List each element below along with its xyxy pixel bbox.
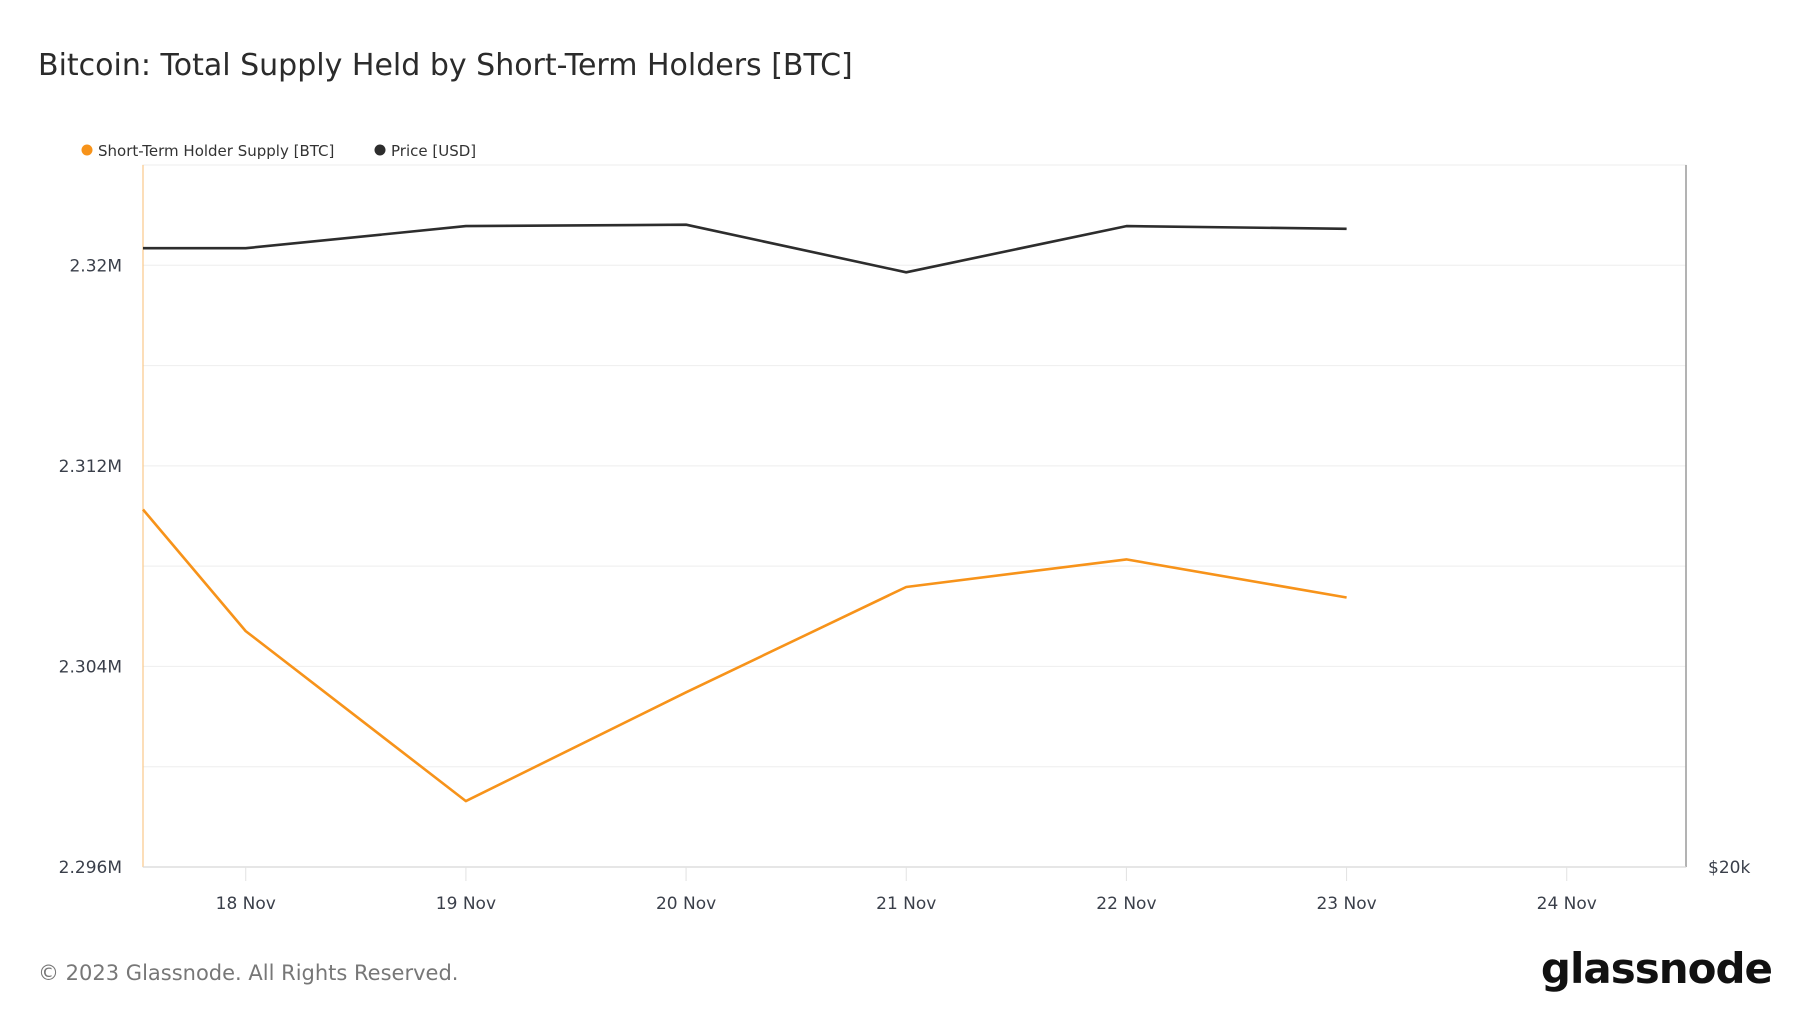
- x-tick-label: 19 Nov: [436, 894, 496, 914]
- copyright: © 2023 Glassnode. All Rights Reserved.: [38, 961, 458, 985]
- y-tick-label: 2.296M: [59, 858, 122, 878]
- legend-label-supply[interactable]: Short-Term Holder Supply [BTC]: [98, 142, 334, 160]
- legend-label-price[interactable]: Price [USD]: [391, 142, 476, 160]
- x-tick-label: 23 Nov: [1316, 894, 1376, 914]
- x-tick-label: 20 Nov: [656, 894, 716, 914]
- supply-line: [142, 508, 1347, 803]
- axes: 2.32M 2.312M 2.304M 2.296M $20k 18 Nov 19 Nov 2…: [59, 165, 1750, 914]
- legend-marker-price: [374, 144, 386, 156]
- y-tick-label: 2.304M: [59, 657, 122, 677]
- glassnode-logo: glassnode: [1541, 944, 1772, 993]
- y-tick-label: 2.312M: [59, 457, 122, 477]
- legend-marker-supply: [81, 144, 93, 156]
- x-tick-label: 18 Nov: [216, 894, 276, 914]
- chart-title: Bitcoin: Total Supply Held by Short-Term…: [38, 48, 853, 83]
- x-tick-label: 21 Nov: [876, 894, 936, 914]
- legend: Short-Term Holder Supply [BTC] Price [US…: [81, 142, 476, 160]
- y-tick-label: 2.32M: [69, 256, 122, 276]
- x-tick-label: 24 Nov: [1537, 894, 1597, 914]
- y-right-tick-label: $20k: [1708, 858, 1750, 878]
- series-lines: [142, 223, 1347, 803]
- x-tick-label: 22 Nov: [1096, 894, 1156, 914]
